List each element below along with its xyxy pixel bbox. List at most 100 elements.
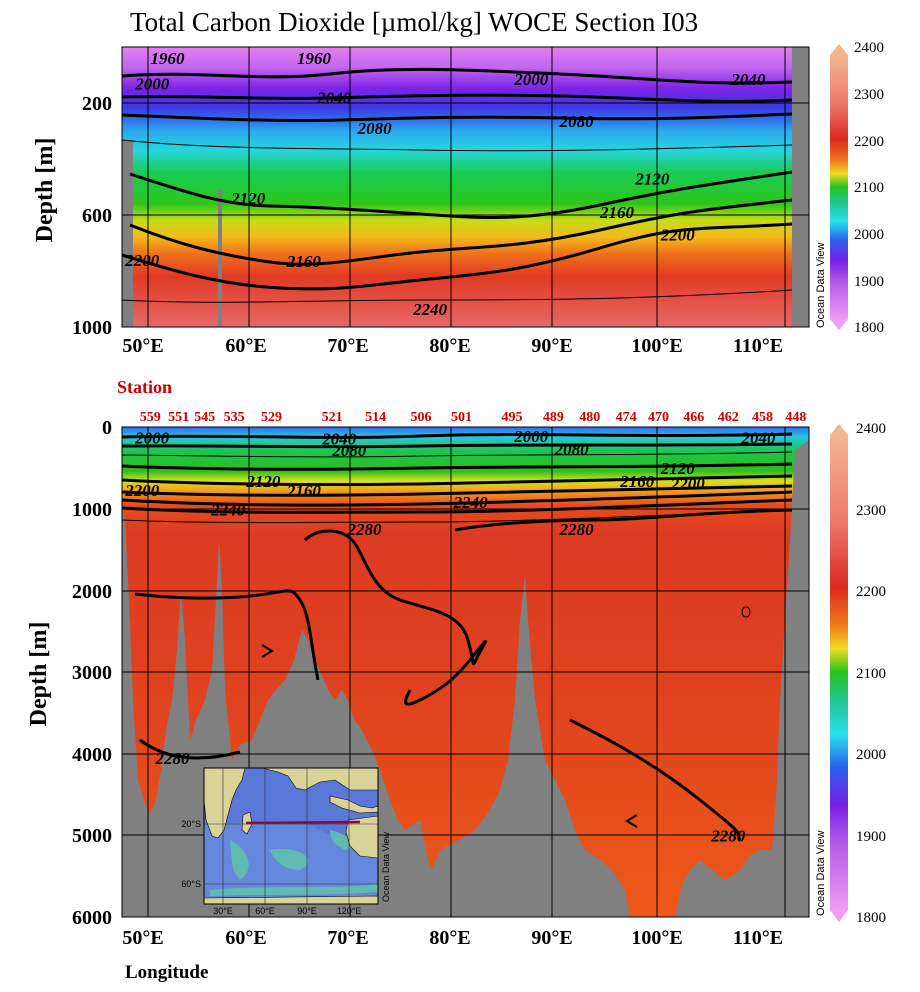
inset-frame (203, 767, 379, 905)
upper-contour-label-9: 2120 (634, 170, 670, 189)
lower-contour-label-9: 2160 (619, 472, 655, 491)
upper-colorbar: 2400 2300 2200 2100 2000 1900 1800 Ocean… (815, 40, 884, 336)
upper-contour-label-2: 2000 (134, 74, 170, 93)
lower-contour-label-10: 2200 (124, 481, 160, 500)
upper-contour-label-10: 2160 (286, 252, 322, 271)
upper-contour-label-7: 2080 (559, 112, 595, 131)
upper-missing-right (792, 47, 809, 327)
station-label-506: 506 (411, 410, 432, 425)
upper-cb-tick-2000: 2000 (854, 227, 884, 243)
lower-xtick-100: 100°E (631, 927, 682, 949)
upper-xtick-50: 50°E (122, 335, 163, 357)
upper-xtick-90: 90°E (531, 335, 572, 357)
station-label-466: 466 (683, 410, 704, 425)
lower-contour-label-16: 2280 (155, 749, 191, 768)
lower-contour-label-11: 2200 (670, 474, 706, 493)
upper-contour-label-1: 1960 (297, 49, 332, 68)
lower-contour-label-4: 2080 (331, 441, 367, 460)
upper-contour-label-13: 2200 (660, 226, 696, 245)
lower-colorbar-bottom-arrow (830, 910, 848, 922)
upper-contour-label-11: 2160 (599, 203, 635, 222)
lower-ytick-4000: 4000 (72, 744, 112, 766)
lower-grid (122, 427, 809, 917)
upper-y-axis-label: Depth [m] (32, 138, 58, 243)
station-label-470: 470 (648, 410, 669, 425)
upper-cb-tick-2400: 2400 (854, 40, 884, 56)
inset-lon-30e: 30°E (213, 906, 233, 916)
lower-contour-label-12: 2240 (210, 501, 246, 520)
lower-contour-label-14: 2280 (347, 520, 383, 539)
lower-ytick-0: 0 (102, 417, 112, 439)
station-label-474: 474 (616, 410, 637, 425)
upper-cb-tick-2100: 2100 (854, 180, 884, 196)
lower-cb-tick-2000: 2000 (856, 747, 886, 763)
station-label-458: 458 (752, 410, 773, 425)
upper-cb-tick-1800: 1800 (854, 320, 884, 336)
upper-y-ticks: 200 600 1000 (72, 93, 112, 339)
upper-contour-label-4: 2040 (316, 88, 352, 107)
upper-x-ticks: 50°E 60°E 70°E 80°E 90°E 100°E 110°E (122, 335, 783, 357)
upper-contour-label-6: 2080 (357, 119, 393, 138)
lower-cb-tick-1900: 1900 (856, 829, 886, 845)
inset-australia (345, 815, 378, 859)
upper-contours (122, 67, 793, 291)
upper-ytick-1000: 1000 (72, 317, 112, 339)
upper-plot: 1960 1960 2000 2000 2040 2040 2080 2080 2120 2120… (122, 47, 809, 327)
marker-left-chevron (625, 814, 638, 828)
lower-contours (122, 432, 793, 841)
lower-colorbar-top-arrow (830, 424, 848, 435)
station-label-529: 529 (261, 410, 282, 425)
lower-xtick-80: 80°E (429, 927, 470, 949)
lower-contour-label-8: 2160 (286, 482, 322, 501)
upper-cb-tick-2300: 2300 (854, 87, 884, 103)
station-label-501: 501 (451, 410, 472, 425)
upper-contour-labels: 1960 1960 2000 2000 2040 2040 2080 2080 2120 2120… (124, 49, 766, 319)
lower-colorbar-body (830, 435, 848, 910)
upper-thin-contours (122, 139, 793, 303)
lower-contour-label-15: 2280 (559, 520, 595, 539)
inset-lat-60s: 60°S (181, 879, 201, 889)
lower-contour-label-2: 2040 (321, 429, 357, 448)
inset-graticule (204, 768, 378, 904)
upper-frame (121, 46, 810, 328)
lower-contour-label-17: 2280 (710, 826, 746, 845)
upper-colorbar-bottom-arrow (830, 319, 848, 330)
station-label-551: 551 (168, 410, 189, 425)
upper-missing-left (122, 140, 133, 327)
upper-contour-label-14: 2240 (412, 300, 448, 319)
lower-xtick-110: 110°E (733, 927, 783, 949)
station-labels: 559 551 545 535 529 521 514 506 501 495 489 480 474 4… (140, 410, 807, 425)
lower-y-ticks: 0 1000 2000 3000 4000 5000 6000 (72, 417, 112, 929)
upper-ytick-200: 200 (82, 93, 112, 115)
lower-contour-label-13: 2240 (453, 493, 489, 512)
inset-lat-20s: 20°S (181, 819, 201, 829)
upper-contour-label-5: 2040 (730, 70, 766, 89)
upper-xtick-100: 100°E (631, 335, 682, 357)
upper-colorbar-watermark: Ocean Data View (815, 243, 827, 328)
station-label-448: 448 (785, 410, 806, 425)
lower-contour-label-7: 2120 (660, 459, 696, 478)
lower-ytick-1000: 1000 (72, 499, 112, 521)
lower-xtick-50: 50°E (122, 927, 163, 949)
upper-xtick-70: 70°E (327, 335, 368, 357)
inset-antarctica (204, 895, 378, 904)
lower-contour-label-3: 2040 (741, 429, 777, 448)
lower-contour-label-0: 2000 (134, 429, 170, 448)
upper-contour-label-0: 1960 (151, 49, 186, 68)
marker-right-chevron (261, 644, 274, 658)
lower-contour-label-1: 2000 (513, 427, 549, 446)
lower-ytick-6000: 6000 (72, 907, 112, 929)
lower-x-ticks: 50°E 60°E 70°E 80°E 90°E 100°E 110°E (122, 927, 783, 949)
lower-ytick-5000: 5000 (72, 825, 112, 847)
station-label-535: 535 (224, 410, 245, 425)
inset-lon-60e: 60°E (255, 906, 275, 916)
lower-contour-label-5: 2080 (554, 440, 590, 459)
chart-title: Total Carbon Dioxide [µmol/kg] WOCE Sect… (130, 7, 698, 37)
lower-ytick-2000: 2000 (72, 581, 112, 603)
lower-thin-contours (122, 451, 793, 618)
inset-map: 20°S 60°S 30°E 60°E 90°E 120°E Ocean Dat… (181, 767, 391, 916)
station-label-559: 559 (140, 410, 161, 425)
